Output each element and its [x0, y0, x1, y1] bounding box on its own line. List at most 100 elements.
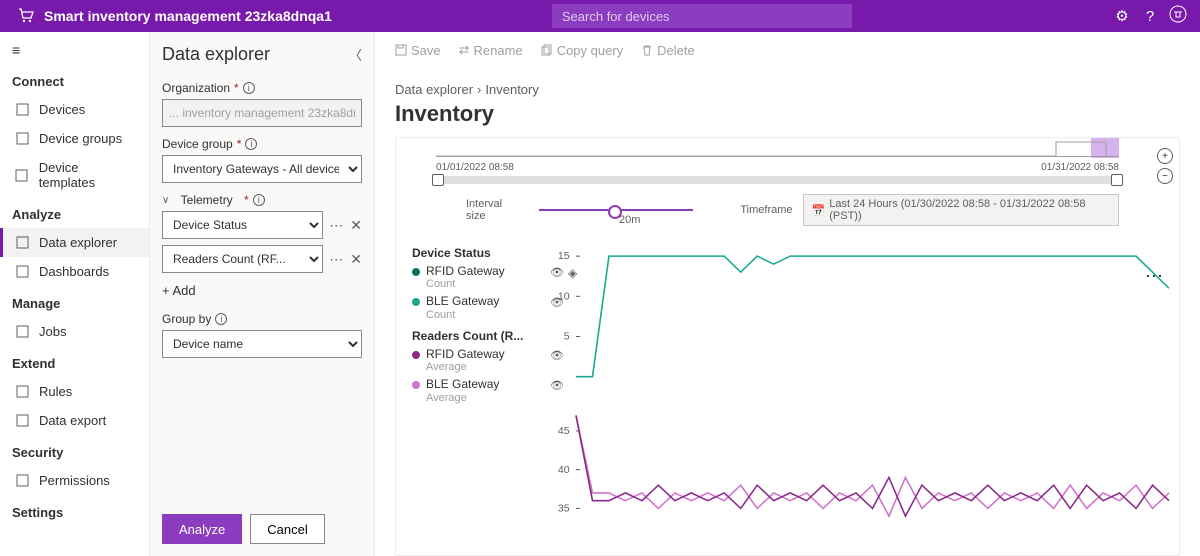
range-end-label: 01/31/2022 08:58 [1041, 162, 1119, 173]
nav-item-devices[interactable]: Devices [0, 95, 149, 124]
nav-item-label: Jobs [39, 324, 66, 339]
analyze-button[interactable]: Analyze [162, 514, 242, 544]
interval-slider[interactable] [539, 209, 693, 211]
app-title: Smart inventory management 23zka8dnqa1 [44, 8, 332, 24]
collapse-panel-icon[interactable]: 〈 [349, 45, 362, 64]
nav-item-dashboards[interactable]: Dashboards [0, 257, 149, 286]
nav-section-label: Settings [0, 495, 149, 526]
nav-section-label: Analyze [0, 197, 149, 228]
templates-icon [15, 168, 29, 182]
interval-label: Interval size [466, 198, 523, 222]
svg-text:40: 40 [558, 465, 570, 476]
settings-gear-icon[interactable]: ⚙ [1108, 7, 1136, 25]
legend-color-dot [412, 298, 420, 306]
nav-section-label: Connect [0, 64, 149, 95]
legend-color-dot [412, 351, 420, 359]
breadcrumb-current: Inventory [485, 82, 538, 97]
nav-item-data-explorer[interactable]: Data explorer [0, 228, 149, 257]
telemetry-more-icon[interactable]: ⋯ [329, 251, 344, 268]
device-group-select[interactable]: Inventory Gateways - All devices [162, 155, 362, 183]
rename-button[interactable]: ⇄Rename [459, 42, 523, 58]
delete-button[interactable]: Delete [641, 43, 695, 58]
nav-item-label: Rules [39, 384, 72, 399]
legend-series-name: BLE Gateway [426, 294, 499, 308]
legend-item[interactable]: BLE GatewayAverage👁 [412, 377, 546, 403]
legend-series-sub: Average [426, 392, 499, 404]
permissions-icon [15, 474, 29, 488]
nav-item-label: Data explorer [39, 235, 117, 250]
explorer-panel: Data explorer 〈 Organization * i Device … [150, 32, 375, 556]
copy-query-button[interactable]: Copy query [541, 43, 623, 58]
info-icon[interactable]: i [245, 138, 257, 150]
device-icon [15, 103, 29, 117]
telemetry-remove-icon[interactable]: ✕ [350, 251, 362, 268]
nav-section-label: Security [0, 435, 149, 466]
timeframe-label: Timeframe [740, 204, 792, 216]
chart-icon [15, 236, 29, 250]
nav-item-device-templates[interactable]: Device templates [0, 153, 149, 197]
save-button[interactable]: Save [395, 43, 441, 58]
breadcrumb: Data explorer›Inventory [375, 68, 1200, 99]
help-icon[interactable]: ? [1136, 8, 1164, 25]
info-icon[interactable]: i [243, 82, 255, 94]
nav-item-label: Dashboards [39, 264, 109, 279]
search-container [552, 4, 852, 28]
breadcrumb-root[interactable]: Data explorer [395, 82, 473, 97]
account-icon[interactable] [1164, 5, 1192, 27]
dashboard-icon [15, 265, 29, 279]
hamburger-icon[interactable]: ≡ [0, 36, 149, 64]
nav-item-rules[interactable]: Rules [0, 377, 149, 406]
legend-color-dot [412, 268, 420, 276]
timeframe-picker[interactable]: 📅Last 24 Hours (01/30/2022 08:58 - 01/31… [803, 194, 1119, 226]
chevron-down-icon[interactable]: ∨ [162, 195, 169, 206]
visibility-toggle-icon[interactable]: 👁 [550, 266, 564, 279]
visibility-toggle-icon[interactable]: 👁 [550, 349, 564, 362]
page-title: Inventory [375, 99, 1200, 137]
nav-item-permissions[interactable]: Permissions [0, 466, 149, 495]
devgroup-label: Device group [162, 137, 233, 151]
telemetry-select-0[interactable]: Device Status [162, 211, 323, 239]
range-slider[interactable] [436, 176, 1119, 184]
zoom-in-button[interactable]: + [1157, 148, 1173, 164]
org-label: Organization [162, 81, 230, 95]
range-start-label: 01/01/2022 08:58 [436, 162, 514, 173]
info-icon[interactable]: i [253, 194, 265, 206]
cancel-button[interactable]: Cancel [250, 514, 324, 544]
visibility-toggle-icon[interactable]: 👁 [550, 379, 564, 392]
search-input[interactable] [552, 4, 852, 28]
rules-icon [15, 385, 29, 399]
nav-item-label: Data export [39, 413, 106, 428]
svg-text:10: 10 [558, 291, 570, 302]
explorer-title: Data explorer [162, 44, 270, 65]
export-icon [15, 414, 29, 428]
telemetry-more-icon[interactable]: ⋯ [329, 217, 344, 234]
legend-series-sub: Count [426, 309, 499, 321]
nav-item-jobs[interactable]: Jobs [0, 317, 149, 346]
telemetry-remove-icon[interactable]: ✕ [350, 217, 362, 234]
left-nav: ≡ Connect Devices Device groups Device temp… [0, 32, 150, 556]
main-content: Save ⇄Rename Copy query Delete Data expl… [375, 32, 1200, 556]
nav-item-data-export[interactable]: Data export [0, 406, 149, 435]
legend-color-dot [412, 381, 420, 389]
info-icon[interactable]: i [215, 313, 227, 325]
telemetry-select-1[interactable]: Readers Count (RF... [162, 245, 323, 273]
svg-text:5: 5 [564, 332, 570, 343]
telemetry-label: Telemetry [181, 193, 233, 207]
app-logo-icon [16, 6, 36, 26]
legend-item[interactable]: BLE GatewayCount👁 [412, 294, 546, 320]
organization-input[interactable] [162, 99, 362, 127]
nav-section-label: Extend [0, 346, 149, 377]
nav-item-device-groups[interactable]: Device groups [0, 124, 149, 153]
jobs-icon [15, 325, 29, 339]
nav-item-label: Device templates [39, 160, 137, 190]
add-telemetry-button[interactable]: + Add [162, 279, 362, 302]
legend-item[interactable]: RFID GatewayCount👁 [412, 264, 546, 290]
groupby-select[interactable]: Device name [162, 330, 362, 358]
zoom-out-button[interactable]: − [1157, 168, 1173, 184]
legend-item[interactable]: RFID GatewayAverage👁 [412, 347, 546, 373]
nav-item-label: Devices [39, 102, 85, 117]
interval-value: 20m [619, 214, 640, 226]
legend-series-sub: Average [426, 361, 505, 373]
legend-series-name: RFID Gateway [426, 264, 505, 278]
nav-section-label: Manage [0, 286, 149, 317]
